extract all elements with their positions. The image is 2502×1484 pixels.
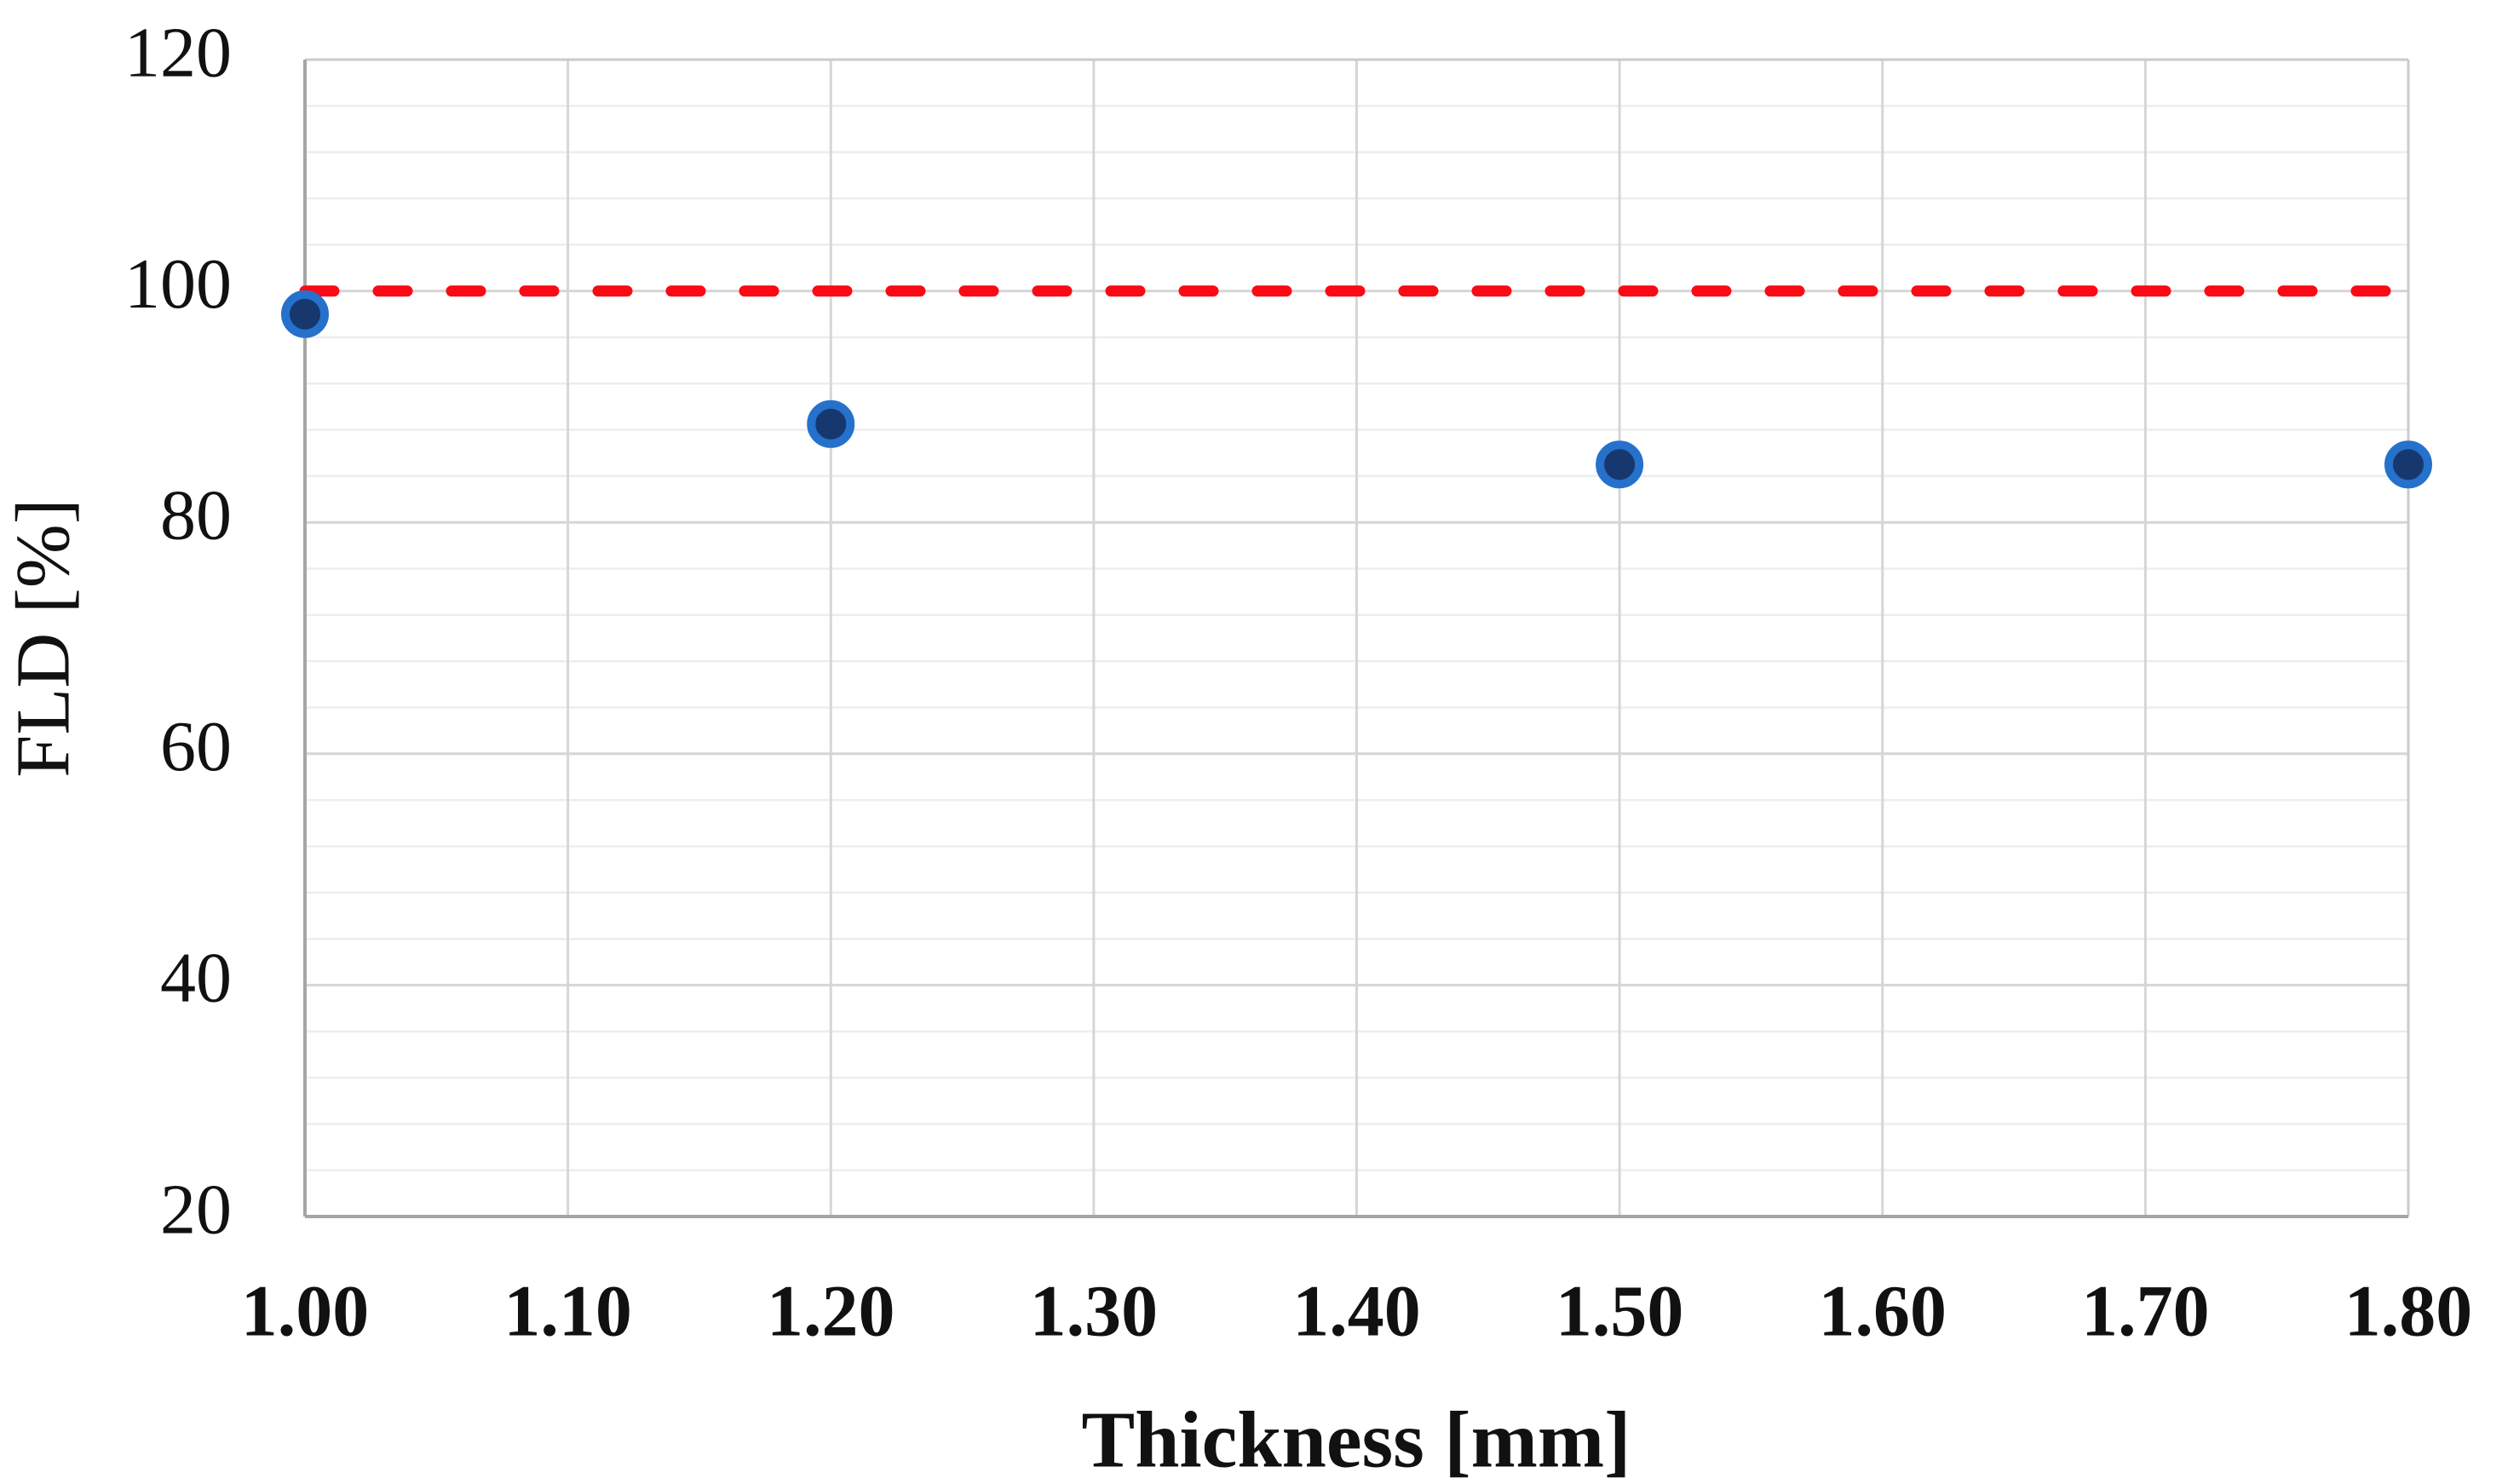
data-point-marker: [807, 400, 855, 448]
y-axis-tick-labels: 120 100 80 60 40 20: [124, 13, 232, 1249]
y-tick-label: 20: [160, 1170, 232, 1249]
x-tick-label: 1.50: [1556, 1270, 1684, 1352]
y-tick-label: 120: [124, 13, 232, 92]
y-tick-label: 80: [160, 475, 232, 555]
y-tick-label: 100: [124, 244, 232, 324]
data-points: [281, 290, 2432, 489]
plot-border: [303, 58, 2410, 1218]
y-tick-label: 40: [160, 939, 232, 1018]
y-tick-label: 60: [160, 707, 232, 786]
data-point-marker: [281, 290, 329, 338]
x-tick-label: 1.20: [767, 1270, 895, 1352]
x-tick-label: 1.00: [241, 1270, 370, 1352]
x-tick-label: 1.60: [1819, 1270, 1947, 1352]
x-tick-label: 1.70: [2081, 1270, 2210, 1352]
data-point-marker: [1596, 440, 1644, 489]
x-axis-tick-labels: 1.00 1.10 1.20 1.30 1.40 1.50 1.60 1.70 1.80: [241, 1270, 2473, 1352]
y-axis-title: FLD [%]: [2, 498, 86, 777]
data-point-marker: [2384, 440, 2432, 489]
x-tick-label: 1.10: [503, 1270, 632, 1352]
x-axis-title: Thickness [mm]: [1082, 1396, 1631, 1484]
x-tick-label: 1.40: [1292, 1270, 1421, 1352]
major-gridlines: [305, 60, 2408, 1217]
x-tick-label: 1.30: [1030, 1270, 1159, 1352]
x-tick-label: 1.80: [2344, 1270, 2473, 1352]
